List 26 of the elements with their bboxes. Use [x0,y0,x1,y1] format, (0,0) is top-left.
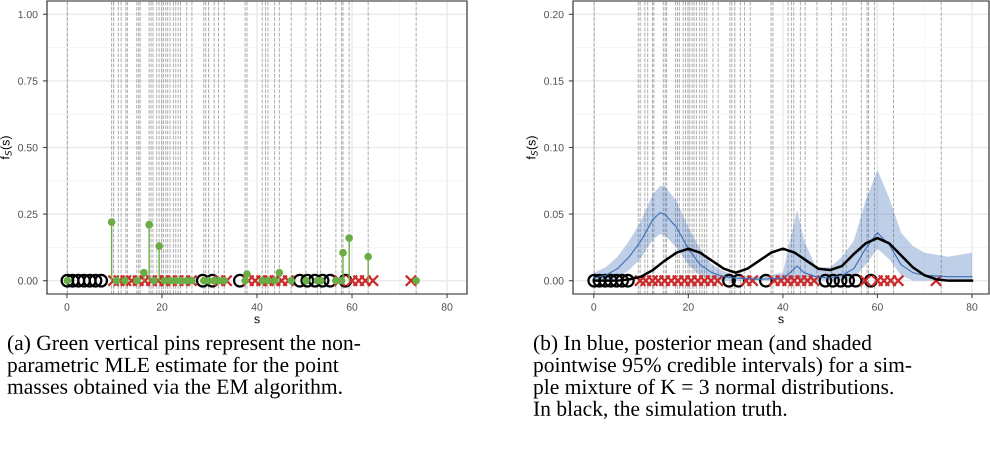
text: (b) In blue, posterior mean (and shaded pointwise 95% credible intervals) for a sim- ple mixture of K = 3 normal distributions. In black, the simulation truth. [533,335,912,420]
text: (a) Green vertical pins represent the non- parametric MLE estimate for the point masses obtained via the EM algorithm. [7,335,360,398]
x-tick-label: 0 [591,303,596,311]
x-tick-label: 80 [442,303,452,311]
x-tick-label: 40 [777,303,788,311]
x-tick-label: 60 [872,303,883,311]
x-tick-label: 20 [156,303,168,311]
y-tick-label: 0.75 [18,77,38,85]
y-tick-label: 0.05 [544,210,564,218]
y-tick-label: 0.20 [544,10,564,18]
y-tick-label: 0.10 [544,144,564,152]
x-tick-label: 80 [966,303,978,311]
y-tick-label: 0.00 [18,277,38,285]
y-tick-label: 1.00 [18,10,38,18]
y-tick-label: 0.25 [18,210,38,218]
y-tick-label: 0.50 [18,144,38,152]
x-axis-title: s [254,316,260,324]
y-tick-label: 0.15 [544,77,564,85]
x-tick-label: 60 [346,303,358,311]
x-tick-label: 40 [251,303,262,311]
y-tick-label: 0.00 [544,277,564,285]
x-axis-title: s [778,316,784,324]
y-axis-title: f$_{S}$(s) [0,136,12,160]
y-axis-title: f$_{S}$(s) [526,136,538,160]
x-tick-label: 20 [683,303,694,311]
x-tick-label: 0 [64,303,70,311]
